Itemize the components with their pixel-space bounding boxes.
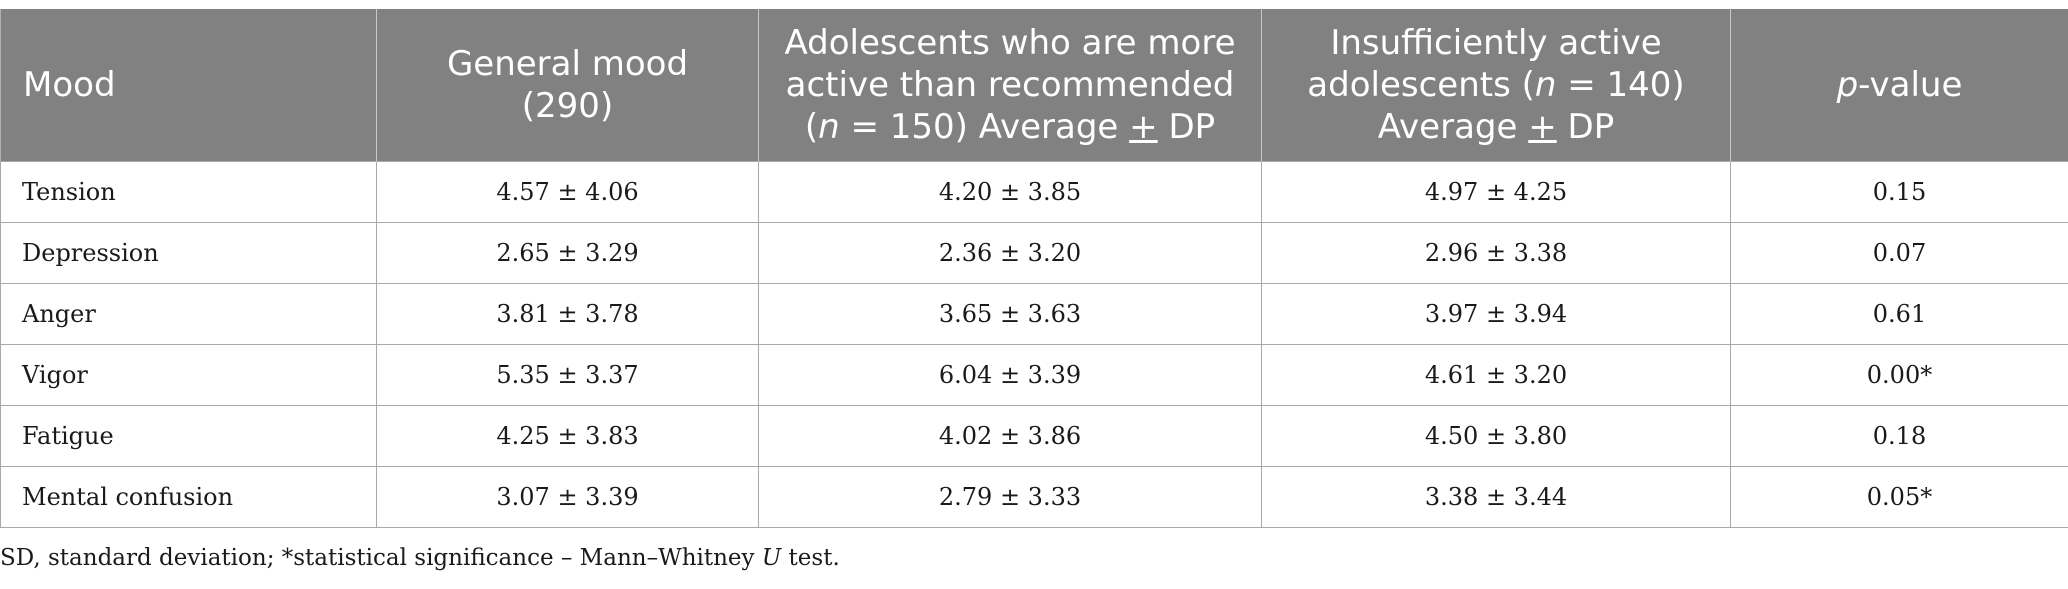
cell-insufficient: 3.38 ± 3.44 bbox=[1261, 465, 1731, 528]
table-row: Tension 4.57 ± 4.06 4.20 ± 3.85 4.97 ± 4… bbox=[0, 160, 2068, 223]
cell-general: 4.25 ± 3.83 bbox=[376, 404, 759, 467]
cell-mood: Depression bbox=[0, 221, 377, 284]
cell-active: 2.36 ± 3.20 bbox=[758, 221, 1262, 284]
header-general-mood: General mood (290) bbox=[376, 9, 759, 161]
cell-active: 2.79 ± 3.33 bbox=[758, 465, 1262, 528]
cell-general: 3.07 ± 3.39 bbox=[376, 465, 759, 528]
cell-insufficient: 4.50 ± 3.80 bbox=[1261, 404, 1731, 467]
cell-mood: Tension bbox=[0, 160, 377, 223]
mood-comparison-table: Mood General mood (290) Adolescents who … bbox=[0, 9, 2068, 528]
cell-general: 5.35 ± 3.37 bbox=[376, 343, 759, 406]
cell-active: 6.04 ± 3.39 bbox=[758, 343, 1262, 406]
cell-p-value: 0.05* bbox=[1730, 465, 2068, 528]
header-active-adolescents: Adolescents who are more active than rec… bbox=[758, 9, 1262, 161]
cell-insufficient: 3.97 ± 3.94 bbox=[1261, 282, 1731, 345]
table-header: Mood General mood (290) Adolescents who … bbox=[0, 9, 2068, 161]
cell-mood: Mental confusion bbox=[0, 465, 377, 528]
table-footnote: SD, standard deviation; *statistical sig… bbox=[0, 545, 840, 571]
cell-p-value: 0.00* bbox=[1730, 343, 2068, 406]
cell-active: 3.65 ± 3.63 bbox=[758, 282, 1262, 345]
table-row: Vigor 5.35 ± 3.37 6.04 ± 3.39 4.61 ± 3.2… bbox=[0, 343, 2068, 406]
cell-p-value: 0.61 bbox=[1730, 282, 2068, 345]
mood-table-container: Mood General mood (290) Adolescents who … bbox=[0, 9, 2068, 528]
cell-insufficient: 2.96 ± 3.38 bbox=[1261, 221, 1731, 284]
cell-active: 4.02 ± 3.86 bbox=[758, 404, 1262, 467]
header-mood: Mood bbox=[0, 9, 377, 161]
header-p-value: p-value bbox=[1730, 9, 2068, 161]
table-body: Tension 4.57 ± 4.06 4.20 ± 3.85 4.97 ± 4… bbox=[0, 160, 2068, 528]
table-row: Mental confusion 3.07 ± 3.39 2.79 ± 3.33… bbox=[0, 465, 2068, 528]
header-row: Mood General mood (290) Adolescents who … bbox=[0, 9, 2068, 161]
cell-p-value: 0.07 bbox=[1730, 221, 2068, 284]
table-row: Depression 2.65 ± 3.29 2.36 ± 3.20 2.96 … bbox=[0, 221, 2068, 284]
cell-mood: Fatigue bbox=[0, 404, 377, 467]
cell-p-value: 0.15 bbox=[1730, 160, 2068, 223]
cell-general: 3.81 ± 3.78 bbox=[376, 282, 759, 345]
header-insufficiently-active: Insufficiently active adolescents (n = 1… bbox=[1261, 9, 1731, 161]
cell-general: 4.57 ± 4.06 bbox=[376, 160, 759, 223]
cell-mood: Anger bbox=[0, 282, 377, 345]
cell-insufficient: 4.61 ± 3.20 bbox=[1261, 343, 1731, 406]
cell-general: 2.65 ± 3.29 bbox=[376, 221, 759, 284]
cell-active: 4.20 ± 3.85 bbox=[758, 160, 1262, 223]
table-row: Anger 3.81 ± 3.78 3.65 ± 3.63 3.97 ± 3.9… bbox=[0, 282, 2068, 345]
cell-mood: Vigor bbox=[0, 343, 377, 406]
cell-p-value: 0.18 bbox=[1730, 404, 2068, 467]
cell-insufficient: 4.97 ± 4.25 bbox=[1261, 160, 1731, 223]
table-row: Fatigue 4.25 ± 3.83 4.02 ± 3.86 4.50 ± 3… bbox=[0, 404, 2068, 467]
